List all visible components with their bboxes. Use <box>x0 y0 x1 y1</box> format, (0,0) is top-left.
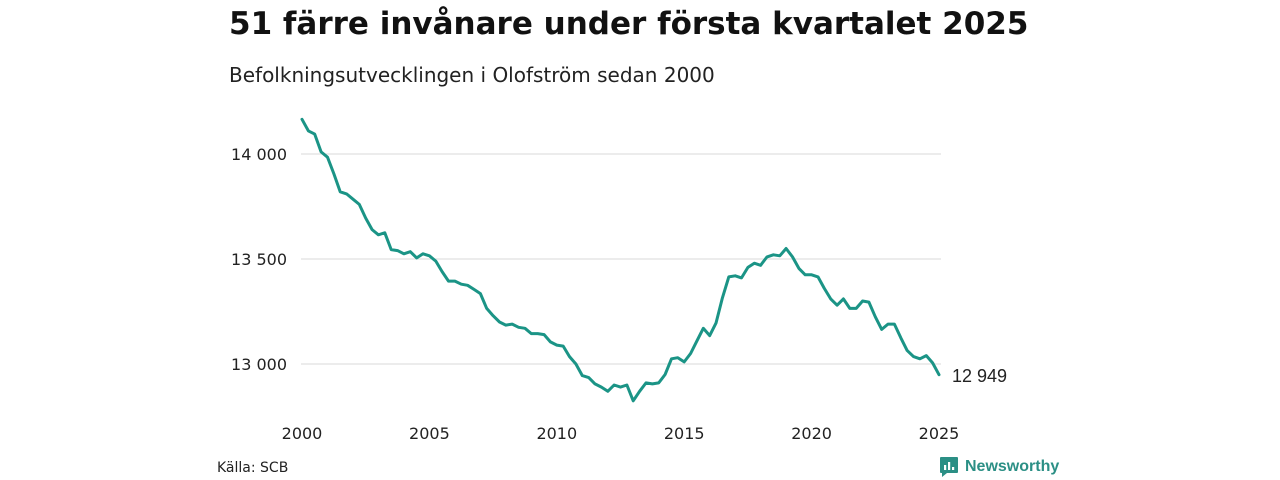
grid-lines <box>301 153 941 365</box>
brand-name: Newsworthy <box>965 458 1060 475</box>
y-tick-label: 13 500 <box>231 250 287 269</box>
source-note: Källa: SCB <box>217 460 289 476</box>
y-axis-labels: 13 000 13 500 14 000 <box>231 145 287 374</box>
chart-subtitle: Befolkningsutvecklingen i Olofström seda… <box>229 63 715 87</box>
x-tick-label: 2000 <box>282 424 323 443</box>
end-value-label: 12 949 <box>952 366 1007 386</box>
chart-title: 51 färre invånare under första kvartalet… <box>229 6 1029 42</box>
x-tick-label: 2020 <box>791 424 832 443</box>
x-axis-labels: 2000 2005 2010 2015 2020 2025 <box>282 424 960 443</box>
series-layer <box>300 117 941 403</box>
y-tick-label: 13 000 <box>231 355 287 374</box>
brand-logo: Newsworthy <box>939 456 1059 478</box>
y-tick-label: 14 000 <box>231 145 287 164</box>
x-tick-label: 2025 <box>919 424 960 443</box>
x-tick-label: 2005 <box>409 424 450 443</box>
newsworthy-logo-icon <box>940 457 958 477</box>
x-tick-label: 2010 <box>536 424 577 443</box>
x-tick-label: 2015 <box>664 424 705 443</box>
population-line <box>300 117 941 403</box>
